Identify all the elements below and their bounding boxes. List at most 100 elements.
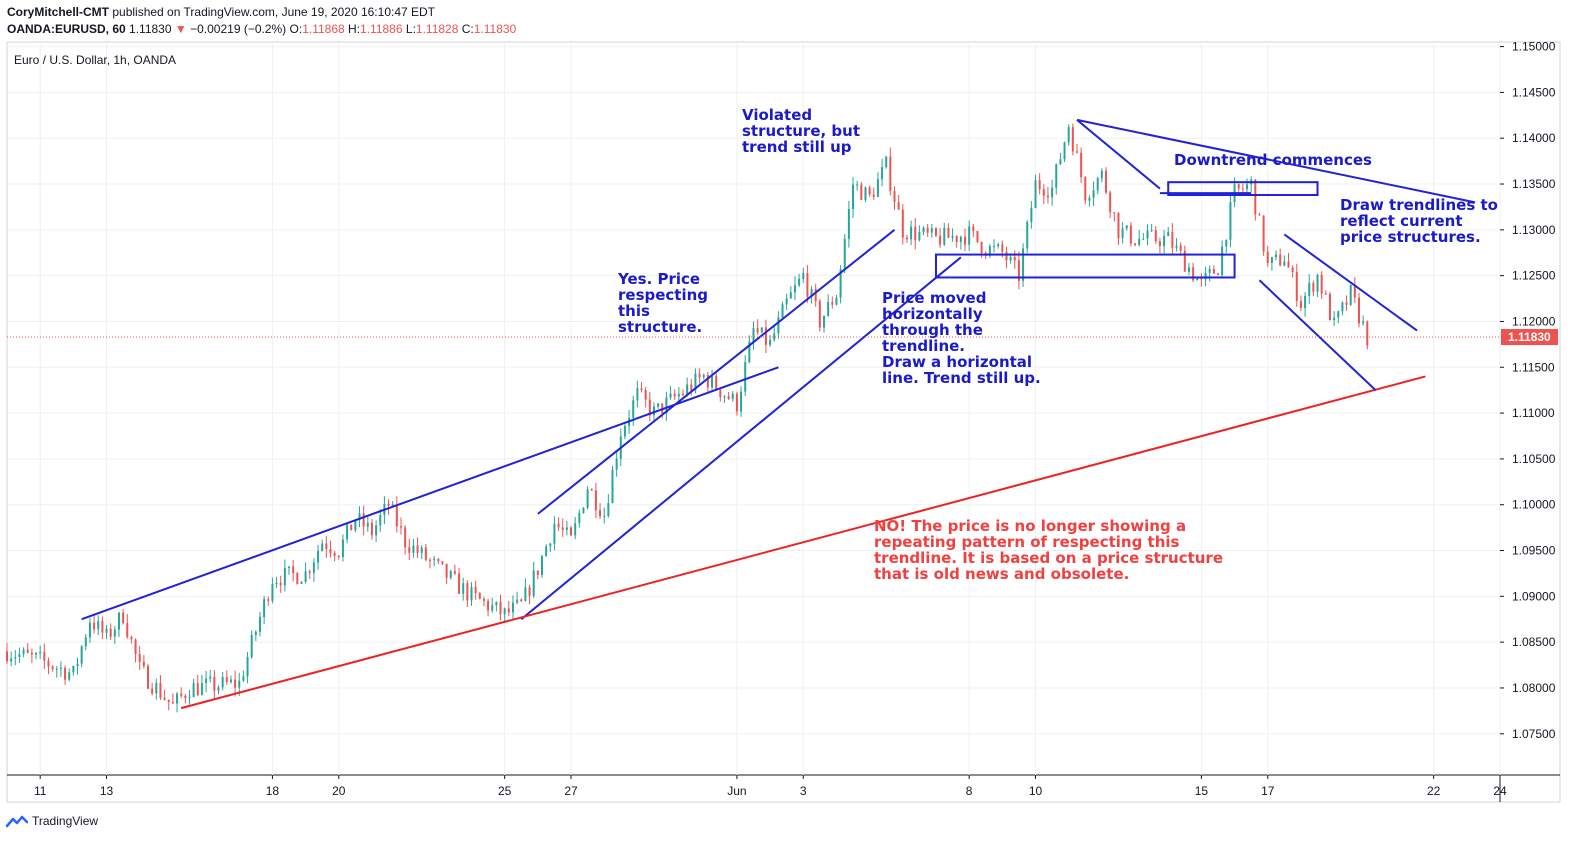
candle-body (640, 388, 643, 390)
candle-body (88, 622, 91, 638)
candle-body (97, 621, 100, 630)
chart-header: CoryMitchell-CMT published on TradingVie… (7, 4, 516, 38)
candle-body (329, 549, 332, 553)
candle-body (864, 187, 867, 200)
candle-body (1299, 301, 1302, 309)
candle-body (279, 582, 282, 586)
candle-body (221, 677, 224, 688)
candle-body (939, 235, 942, 245)
candle-body (943, 227, 946, 245)
candle-body (271, 583, 274, 601)
candle-body (876, 179, 879, 197)
candle-body (1291, 267, 1294, 272)
candle-body (229, 679, 232, 683)
candle-body (777, 317, 780, 334)
author-name[interactable]: CoryMitchell-CMT (7, 5, 109, 19)
candle-body (516, 599, 519, 603)
candle-body (860, 184, 863, 200)
candle-body (520, 599, 523, 602)
candle-body (84, 637, 87, 647)
annotation-respecting-structure: Yes. Price respecting this structure. (617, 270, 713, 336)
x-tick-label: 25 (498, 784, 512, 798)
candle-body (68, 672, 71, 680)
candle-body (918, 232, 921, 241)
candle-body (321, 543, 324, 551)
candle-body (1142, 238, 1145, 240)
y-tick-label: 1.10000 (1512, 498, 1556, 512)
candle-body (225, 677, 228, 683)
y-tick-label: 1.15000 (1512, 40, 1556, 54)
footer-brand[interactable]: TradingView (6, 814, 98, 828)
candle-body (574, 523, 577, 536)
candle-body (258, 617, 261, 632)
candle-body (914, 226, 917, 241)
candle-body (752, 328, 755, 342)
candle-body (51, 666, 54, 670)
candle-body (474, 587, 477, 594)
candle-body (1171, 231, 1174, 248)
candle-body (988, 246, 991, 256)
candle-body (1100, 170, 1103, 179)
candle-body (1088, 197, 1091, 201)
candle-body (1295, 271, 1298, 302)
candle-body (1030, 208, 1033, 222)
candle-body (922, 227, 925, 233)
blue-trendline (537, 229, 896, 515)
candle-body (1196, 278, 1199, 281)
candle-body (723, 396, 726, 398)
candle-body (246, 657, 249, 677)
candle-body (793, 285, 796, 293)
annotation-horizontal-move: Price moved horizontally through the tre… (882, 289, 1041, 387)
candle-body (910, 226, 913, 240)
candle-body (959, 236, 962, 242)
candle-body (557, 523, 560, 528)
candle-body (706, 374, 709, 388)
candle-body (1353, 284, 1356, 298)
candle-body (366, 522, 369, 527)
candle-body (652, 406, 655, 416)
candle-body (1117, 212, 1120, 239)
candle-body (847, 209, 850, 239)
publish-line: CoryMitchell-CMT published on TradingVie… (7, 4, 516, 21)
candle-body (1212, 268, 1215, 274)
candle-body (735, 393, 738, 412)
x-tick-label: 17 (1261, 784, 1275, 798)
candle-body (1366, 321, 1369, 346)
candle-body (607, 503, 610, 516)
candle-body (180, 693, 183, 696)
candle-body (615, 458, 618, 470)
candle-body (72, 665, 75, 673)
horizontal-range-box (934, 253, 1236, 279)
candle-body (955, 235, 958, 242)
candle-body (254, 631, 257, 635)
candle-body (1320, 274, 1323, 294)
candle-body (1034, 180, 1037, 209)
candle-body (499, 601, 502, 615)
candle-body (582, 507, 585, 513)
candle-body (39, 651, 42, 654)
candle-body (657, 403, 660, 407)
candle-body (449, 571, 452, 578)
candle-body (1038, 180, 1041, 190)
candle-body (292, 566, 295, 574)
candle-body (1333, 317, 1336, 321)
high-value: 1.11886 (360, 22, 403, 36)
candle-body (698, 373, 701, 378)
candle-body (64, 667, 67, 680)
horizontal-range-box (1167, 181, 1319, 197)
candle-body (1146, 230, 1149, 239)
x-tick-label: Jun (727, 784, 746, 798)
candle-body (760, 327, 763, 333)
candle-body (1175, 245, 1178, 248)
close-value: 1.11830 (473, 22, 517, 36)
blue-trendline (1076, 118, 1476, 204)
candle-body (1192, 267, 1195, 281)
time-axis: 11 13 18 20 25 27 Jun 3 8 10 15 17 22 24 (34, 775, 1507, 798)
candle-body (1324, 293, 1327, 295)
candle-body (831, 302, 834, 305)
candle-body (893, 191, 896, 203)
candle-body (1183, 250, 1186, 272)
candle-body (802, 273, 805, 279)
candle-body (823, 315, 826, 328)
